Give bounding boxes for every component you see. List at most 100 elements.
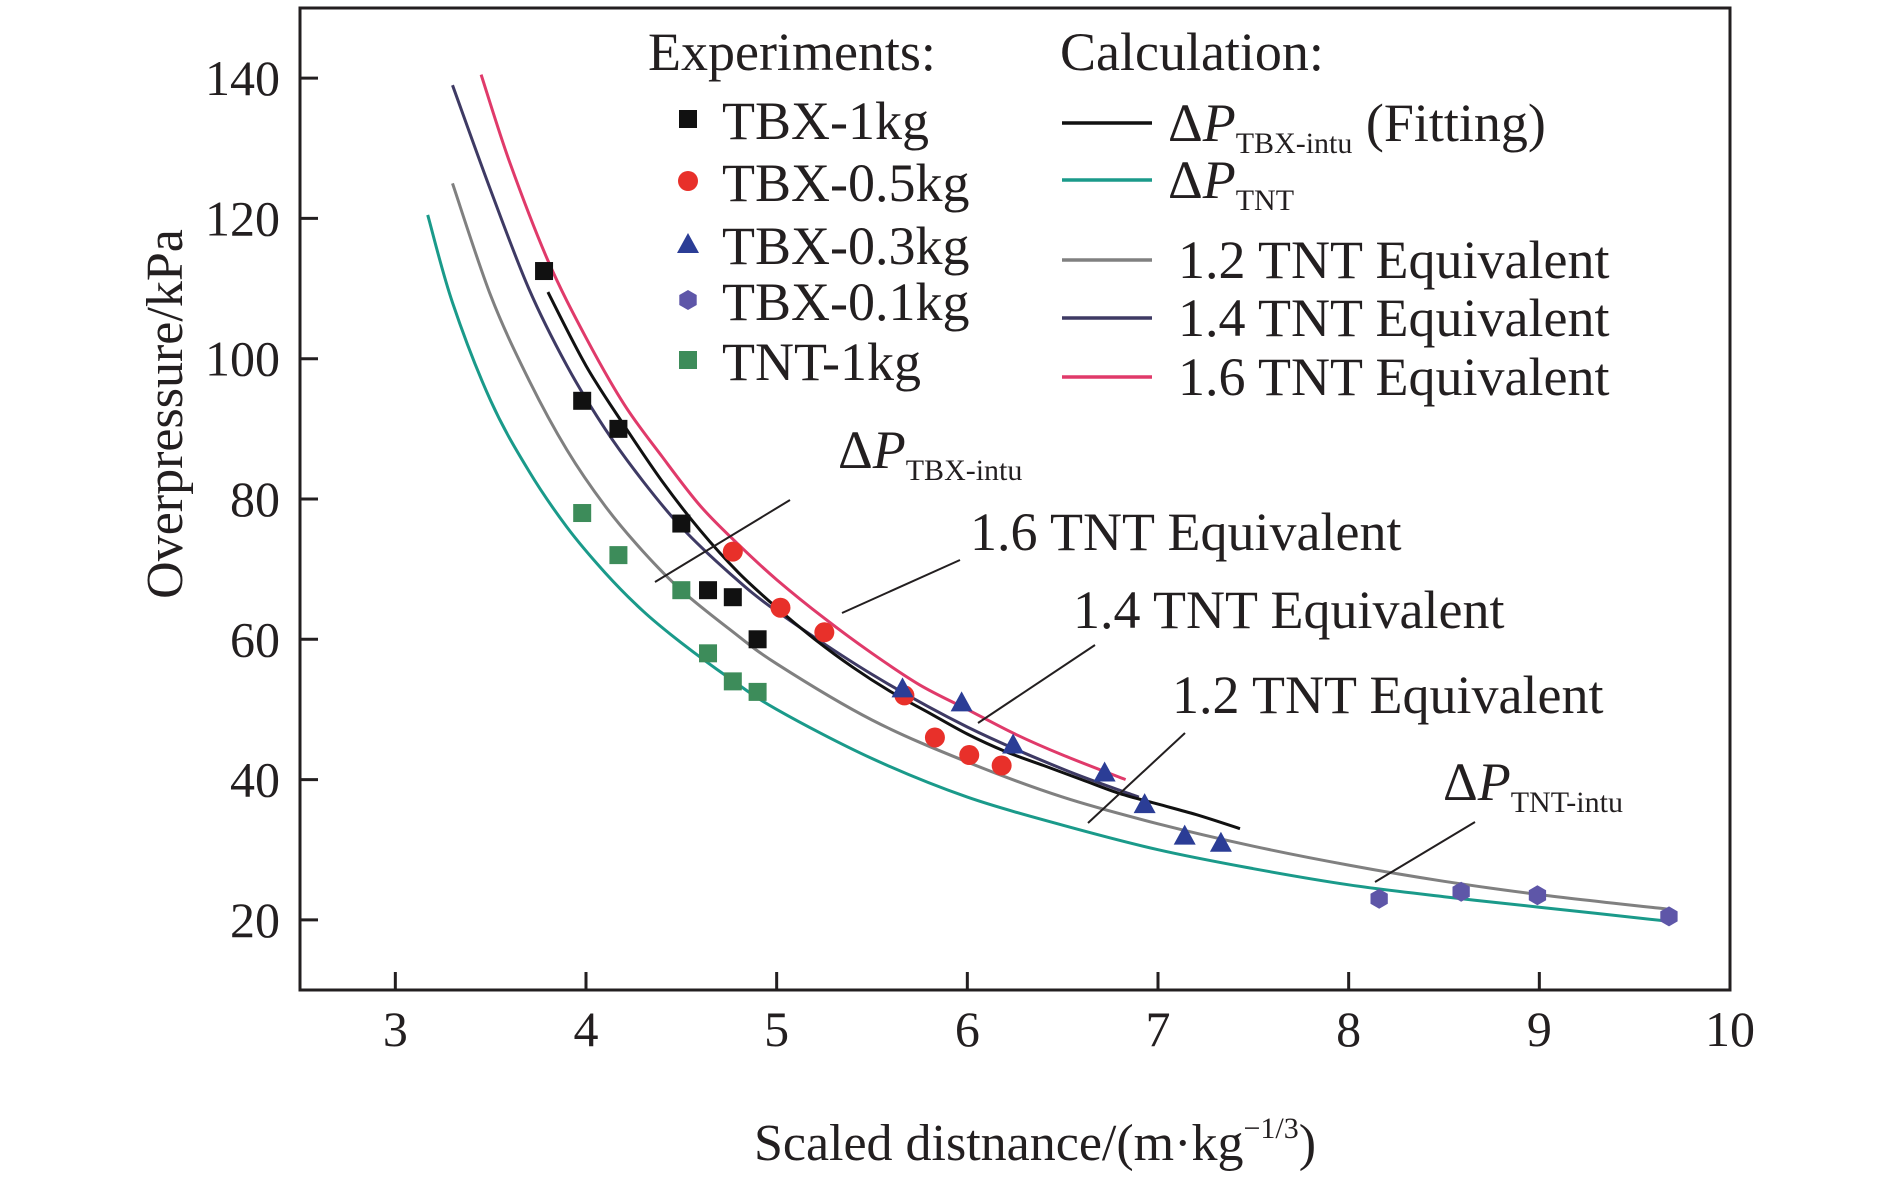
annotation-leader <box>1374 821 1476 883</box>
annotation-label: ΔPTBX-intu <box>838 420 1022 487</box>
legend-experiments-title: Experiments: <box>648 22 936 82</box>
legend-label: 1.2 TNT Equivalent <box>1178 230 1609 290</box>
y-tick-label: 100 <box>205 331 280 387</box>
legend-calculation-title: Calculation: <box>1060 22 1324 82</box>
data-point-tbx-0.1kg <box>1452 881 1470 902</box>
y-tick-label: 140 <box>205 50 280 106</box>
legend-label: TNT-1kg <box>722 332 921 392</box>
data-point-tbx-0.3kg <box>1133 793 1156 814</box>
y-axis-title: Overpressure/kPa <box>137 229 194 599</box>
data-point-tbx-0.5kg <box>722 541 743 562</box>
data-point-tbx-0.5kg <box>814 622 835 643</box>
data-point-tbx-0.5kg <box>959 745 980 766</box>
x-tick-label: 3 <box>383 1001 408 1057</box>
x-axis-title-main: Scaled distnance/(m·kg <box>754 1115 1244 1172</box>
legend-label: TBX-1kg <box>722 91 929 151</box>
legend-marker <box>677 233 699 253</box>
plot-frame <box>298 6 1732 992</box>
x-tick-label: 7 <box>1146 1001 1171 1057</box>
axes: 3 4 5 6 7 8 9 10 20 40 60 80 100 120 140 Scaled distnan… <box>137 50 1755 1172</box>
legend-label-delta: Δ <box>1168 93 1203 153</box>
legend-marker <box>679 290 697 310</box>
data-point-tbx-1kg <box>699 581 718 600</box>
annotation-leader <box>1087 732 1186 824</box>
data-point-tbx-0.3kg <box>1173 824 1196 845</box>
x-tick-label: 10 <box>1705 1001 1755 1057</box>
annotation-leader <box>841 559 961 614</box>
x-axis-title-close: ) <box>1299 1115 1316 1172</box>
legend: Experiments:TBX-1kgTBX-0.5kgTBX-0.3kgTBX… <box>648 22 1609 407</box>
legend-label-suffix: (Fitting) <box>1352 93 1546 153</box>
annotation-label-p: P <box>872 420 906 480</box>
annotation-label-text: 1.6 TNT Equivalent <box>970 502 1401 562</box>
data-point-tnt-1kg <box>748 682 767 701</box>
legend-marker <box>678 171 698 191</box>
annotation-label-main: Δ <box>838 420 873 480</box>
data-point-tbx-0.3kg <box>1002 733 1025 754</box>
data-point-tnt-1kg <box>723 672 742 691</box>
x-tick-label: 5 <box>764 1001 789 1057</box>
x-tick-label: 6 <box>955 1001 980 1057</box>
legend-label: TBX-0.5kg <box>722 153 969 213</box>
legend-label-p: P <box>1202 150 1236 210</box>
calc-curve-1 <box>426 214 1670 923</box>
annotation-leader <box>654 499 791 583</box>
x-tick-label: 9 <box>1527 1001 1552 1057</box>
legend-label: ΔPTBX-intu (Fitting) <box>1168 93 1546 160</box>
data-point-tbx-1kg <box>748 630 767 649</box>
legend-label: ΔPTNT <box>1168 150 1294 217</box>
annotation-label-p: P <box>1477 752 1511 812</box>
annotation-label: 1.6 TNT Equivalent <box>970 502 1401 562</box>
calc-curve-2 <box>451 182 1670 911</box>
data-point-tnt-1kg <box>699 644 718 663</box>
annotation-label: 1.2 TNT Equivalent <box>1172 665 1603 725</box>
data-point-tnt-1kg <box>609 546 628 565</box>
legend-label: 1.6 TNT Equivalent <box>1178 347 1609 407</box>
annotation-label-sub: TBX-intu <box>906 454 1023 487</box>
data-point-tbx-0.3kg <box>891 677 914 698</box>
y-tick-label: 40 <box>230 752 280 808</box>
data-point-tbx-1kg <box>723 588 742 607</box>
y-tick-label: 80 <box>230 471 280 527</box>
data-point-tbx-0.5kg <box>924 727 945 748</box>
data-point-tbx-0.5kg <box>770 597 791 618</box>
legend-marker <box>679 351 697 369</box>
annotation-label-text: 1.2 TNT Equivalent <box>1172 665 1603 725</box>
data-point-tbx-0.3kg <box>1209 831 1232 852</box>
x-axis-title: Scaled distnance/(m·kg−1/3) <box>754 1112 1316 1172</box>
data-point-tbx-1kg <box>672 514 691 533</box>
x-tick-label: 4 <box>574 1001 599 1057</box>
y-tick-label: 20 <box>230 892 280 948</box>
legend-marker <box>679 110 697 128</box>
data-point-tbx-1kg <box>573 391 592 410</box>
annotation-label: 1.4 TNT Equivalent <box>1073 580 1504 640</box>
legend-label: 1.4 TNT Equivalent <box>1178 288 1609 348</box>
annotation-label: ΔPTNT-intu <box>1443 752 1623 819</box>
data-point-tbx-1kg <box>535 262 554 281</box>
legend-label-sub: TNT <box>1236 184 1294 217</box>
legend-label-delta: Δ <box>1168 150 1203 210</box>
data-point-tbx-0.1kg <box>1528 885 1547 906</box>
data-point-tnt-1kg <box>672 581 691 600</box>
data-point-tbx-0.3kg <box>1093 761 1116 782</box>
y-tick-label: 60 <box>230 611 280 667</box>
annotation-label-text: 1.4 TNT Equivalent <box>1073 580 1504 640</box>
data-point-tbx-0.3kg <box>950 691 973 712</box>
y-tick-label: 120 <box>205 190 280 246</box>
experiment-points <box>535 262 1678 927</box>
legend-label-sub: TBX-intu <box>1236 127 1353 160</box>
data-point-tbx-0.1kg <box>1370 888 1388 909</box>
legend-label: TBX-0.1kg <box>722 272 969 332</box>
annotation-label-sub: TNT-intu <box>1511 786 1623 819</box>
legend-label: TBX-0.3kg <box>722 216 969 276</box>
plot-area <box>298 6 1732 992</box>
annotation-leader <box>977 644 1096 724</box>
data-point-tbx-1kg <box>609 419 628 438</box>
x-axis-title-sup: −1/3 <box>1243 1112 1298 1145</box>
legend-label-p: P <box>1202 93 1236 153</box>
data-point-tnt-1kg <box>573 504 592 523</box>
data-point-tbx-0.5kg <box>991 755 1012 776</box>
data-point-tbx-0.1kg <box>1660 906 1678 927</box>
